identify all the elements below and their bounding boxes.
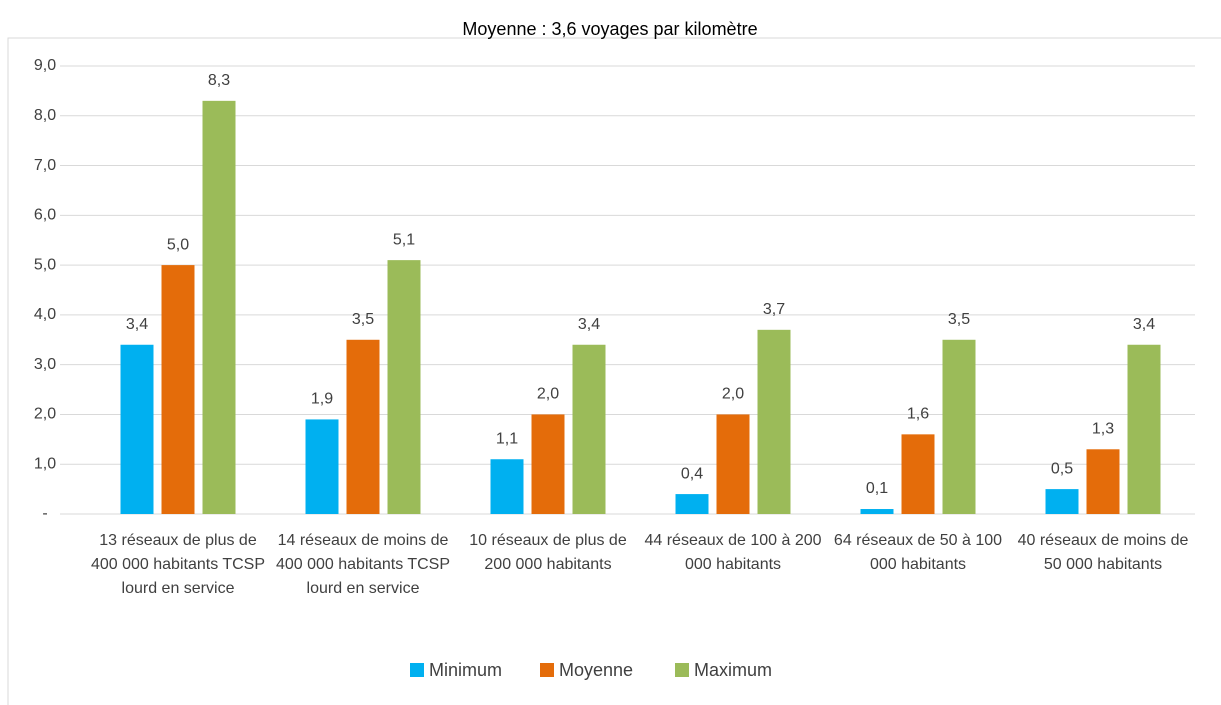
data-label: 8,3 [208,72,230,89]
data-label: 1,6 [907,406,929,423]
bar [572,344,606,514]
data-label: 3,5 [948,311,970,328]
bar [490,459,524,514]
bar [120,344,154,514]
legend-swatch [410,663,424,677]
bar [860,509,894,514]
y-tick-label: 2,0 [34,406,56,423]
bar [757,329,791,514]
x-tick-label: 14 réseaux de moins de 400 000 habitants… [275,532,451,597]
legend-label: Maximum [694,660,772,680]
y-tick-label: 5,0 [34,256,56,273]
data-label: 3,7 [763,301,785,318]
y-tick-label: 1,0 [34,455,56,472]
chart-frame [7,37,1221,705]
data-label: 1,1 [496,430,518,447]
data-label: 1,3 [1092,421,1114,438]
x-tick-label: 10 réseaux de plus de 200 000 habitants [469,532,627,573]
data-label: 2,0 [722,386,744,403]
y-tick-label: 8,0 [34,107,56,124]
y-tick-label: - [42,505,47,522]
bar [716,414,750,514]
data-label: 0,1 [866,480,888,497]
bar [1086,449,1120,514]
bar [1127,344,1161,514]
bar [305,419,339,514]
data-label: 5,0 [167,236,189,253]
data-label: 3,5 [352,311,374,328]
y-tick-label: 6,0 [34,207,56,224]
bar [1045,489,1079,514]
data-label: 0,5 [1051,460,1073,477]
data-label: 0,4 [681,465,703,482]
bar [161,265,195,514]
legend-label: Moyenne [559,660,633,680]
legend-swatch [540,663,554,677]
y-tick-label: 7,0 [34,157,56,174]
bar [531,414,565,514]
data-label: 1,9 [311,391,333,408]
legend-label: Minimum [429,660,502,680]
y-tick-label: 3,0 [34,356,56,373]
bar [387,260,421,514]
x-tick-label: 64 réseaux de 50 à 100 000 habitants [833,532,1003,573]
bar [901,434,935,514]
data-label: 3,4 [126,316,148,333]
data-label: 5,1 [393,231,415,248]
bar [202,100,236,514]
y-tick-label: 9,0 [34,57,56,74]
chart-title: Moyenne : 3,6 voyages par kilomètre [462,19,757,39]
y-tick-label: 4,0 [34,306,56,323]
x-tick-label: 13 réseaux de plus de 400 000 habitants … [90,532,266,597]
bar [942,339,976,514]
x-tick-label: 40 réseaux de moins de 50 000 habitants [1017,532,1189,573]
bar [346,339,380,514]
data-label: 3,4 [578,316,600,333]
legend-swatch [675,663,689,677]
data-label: 2,0 [537,386,559,403]
x-tick-label: 44 réseaux de 100 à 200 000 habitants [644,532,822,573]
bar [675,494,709,514]
data-label: 3,4 [1133,316,1155,333]
